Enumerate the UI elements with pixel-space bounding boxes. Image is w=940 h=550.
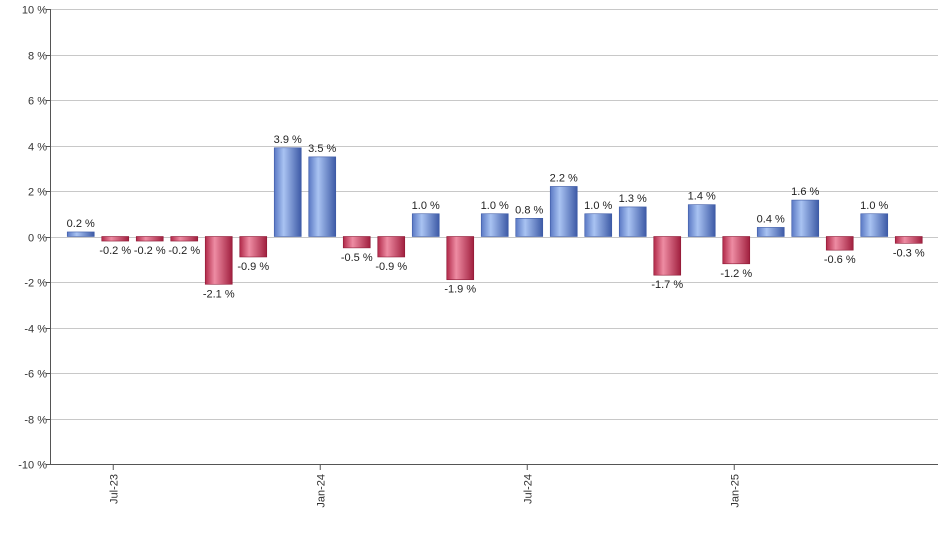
bar-negative: [722, 236, 751, 265]
x-tick-label: Jan-25: [729, 474, 741, 508]
bar-positive: [308, 156, 337, 237]
y-tick-label: -4 %: [24, 324, 47, 336]
data-label: 1.3 %: [619, 193, 647, 205]
bar-negative: [135, 236, 164, 242]
bar-positive: [791, 199, 820, 237]
y-tick-label: -6 %: [24, 369, 47, 381]
bar-positive: [515, 218, 544, 237]
bar-positive: [687, 204, 716, 237]
y-tick-label: 8 %: [28, 51, 47, 63]
bar-positive: [618, 206, 647, 237]
data-label: 1.0 %: [481, 200, 509, 212]
bar-positive: [549, 186, 578, 237]
bar-positive: [411, 213, 440, 237]
y-axis-ticks: 10 % 8 % 6 % 4 % 2 % 0 % -2 % -4 % -6 % -8 % -10 %: [18, 5, 50, 472]
bar-negative: [170, 236, 199, 242]
y-tick-label: -2 %: [24, 278, 47, 290]
y-tick-label: 6 %: [28, 96, 47, 108]
y-tick-label: 10 %: [22, 5, 47, 17]
y-tick-label: 0 %: [28, 233, 47, 245]
bar-positive: [273, 147, 302, 237]
data-label: 1.0 %: [584, 200, 612, 212]
data-label: -0.6 %: [824, 254, 856, 266]
bar-positive: [66, 231, 95, 237]
y-tick-label: -10 %: [18, 460, 47, 472]
y-tick-label: -8 %: [24, 415, 47, 427]
bar-negative: [894, 236, 923, 244]
bar-negative: [653, 236, 682, 276]
bar-negative: [204, 236, 233, 285]
data-label: 1.4 %: [688, 191, 716, 203]
data-label: -0.3 %: [893, 247, 925, 259]
bar-negative: [101, 236, 130, 242]
data-label: -0.9 %: [237, 261, 269, 273]
data-label: -0.5 %: [341, 252, 373, 264]
data-label: 3.5 %: [308, 143, 336, 155]
data-label: -1.9 %: [444, 284, 476, 296]
bar-negative: [825, 236, 854, 251]
bars: [66, 147, 923, 285]
x-tick-label: Jul-23: [108, 474, 120, 504]
data-label: -1.2 %: [720, 268, 752, 280]
bar-positive: [480, 213, 509, 237]
y-tick-label: 2 %: [28, 187, 47, 199]
data-label: -0.9 %: [375, 261, 407, 273]
data-label: 0.8 %: [515, 204, 543, 216]
data-label: -2.1 %: [203, 288, 235, 300]
bar-negative: [377, 236, 406, 258]
data-label: -0.2 %: [168, 245, 200, 257]
data-label: 1.0 %: [412, 200, 440, 212]
data-label: 0.2 %: [67, 218, 95, 230]
data-label: -0.2 %: [99, 245, 131, 257]
data-label: 1.0 %: [860, 200, 888, 212]
x-tick-label: Jul-24: [522, 474, 534, 504]
data-label: 1.6 %: [791, 186, 819, 198]
data-labels: 0.2 %-0.2 % -0.2 % -0.2 %-2.1 %-0.9 %3.9 %…: [67, 134, 925, 301]
data-label: -1.7 %: [651, 279, 683, 291]
data-label: 2.2 %: [550, 172, 578, 184]
x-axis-ticks: Jul-23 Jan-24 Jul-24 Jan-25: [108, 464, 741, 508]
bar-positive: [756, 227, 785, 237]
bar-negative: [239, 236, 268, 258]
data-label: -0.2 %: [134, 245, 166, 257]
bar-negative: [342, 236, 371, 249]
x-tick-label: Jan-24: [315, 474, 327, 508]
data-label: 0.4 %: [757, 213, 785, 225]
bar-negative: [446, 236, 475, 281]
data-label: 3.9 %: [274, 134, 302, 146]
y-tick-label: 4 %: [28, 142, 47, 154]
bar-positive: [860, 213, 889, 237]
bar-positive: [584, 213, 613, 237]
